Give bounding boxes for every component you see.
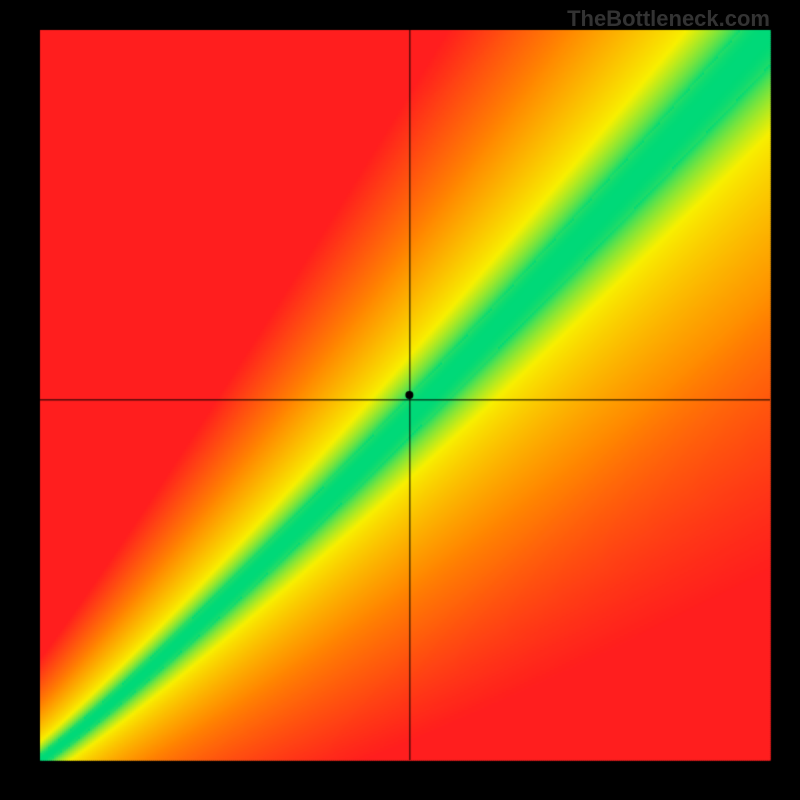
- watermark-text: TheBottleneck.com: [567, 6, 770, 32]
- heatmap-chart: [0, 0, 800, 800]
